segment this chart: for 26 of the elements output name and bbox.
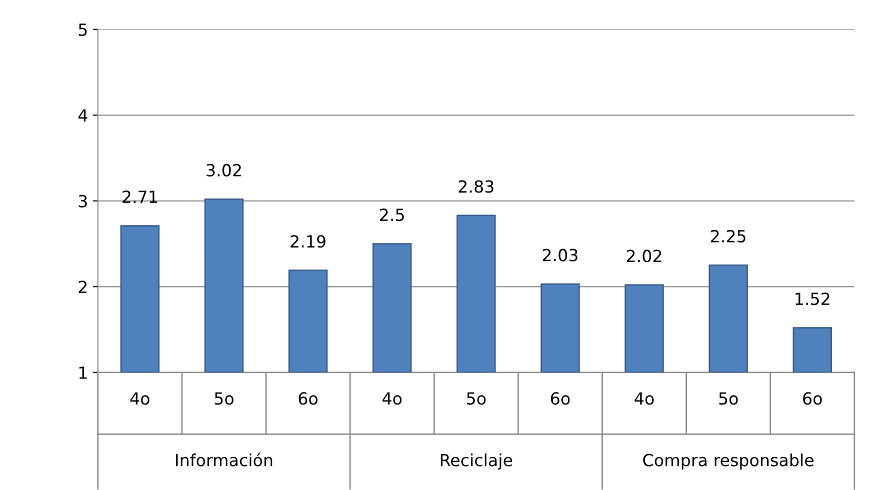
y-tick-label: 2: [78, 280, 87, 293]
y-tick-label: 1: [79, 366, 87, 379]
data-label: 2.71: [122, 190, 157, 203]
y-tick-label: 3: [78, 194, 87, 208]
x-tick-label: 4o: [382, 392, 402, 405]
data-label: 2.25: [710, 230, 746, 243]
x-tick-label: 6o: [298, 392, 318, 405]
y-tick-label: 4: [78, 109, 88, 122]
data-label: 2.5: [380, 208, 404, 222]
data-label: 1.52: [796, 292, 830, 306]
text: Compra responsable: [643, 454, 814, 470]
data-label: 2.02: [626, 250, 662, 262]
x-tick-label: 4o: [130, 392, 150, 405]
x-tick-label: 5o: [719, 392, 738, 405]
data-label: 3.02: [206, 164, 241, 177]
x-tick-label: 6o: [803, 392, 822, 405]
data-label: 2.83: [458, 180, 494, 193]
text: Reciclaje: [440, 454, 512, 470]
text: Información: [176, 452, 272, 466]
x-tick-label: 5o: [467, 392, 486, 405]
data-label: 2.03: [542, 248, 578, 262]
x-tick-label: 4o: [634, 392, 654, 405]
y-tick-label: 5: [78, 24, 87, 36]
x-tick-label: 5o: [214, 392, 234, 405]
x-tick-label: 6o: [550, 392, 570, 405]
data-label: 2.19: [290, 235, 326, 248]
